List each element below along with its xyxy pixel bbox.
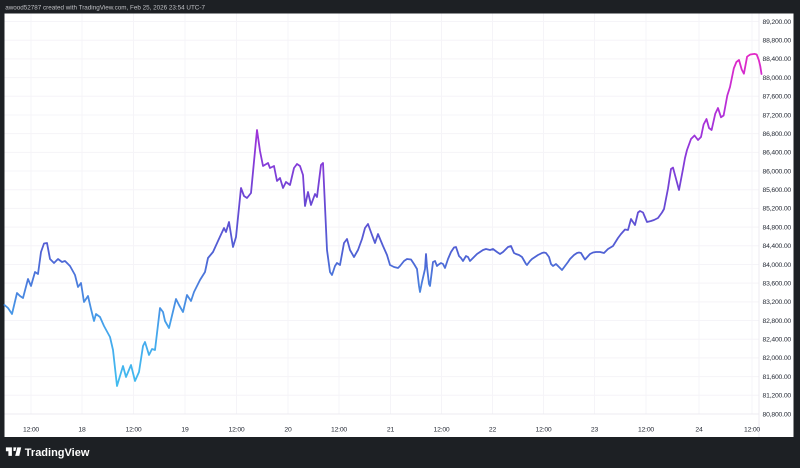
svg-text:81,200.00: 81,200.00 [763, 393, 792, 400]
svg-text:24: 24 [695, 427, 703, 434]
svg-text:86,800.00: 86,800.00 [763, 131, 792, 138]
svg-text:12:00: 12:00 [744, 427, 760, 434]
svg-text:87,200.00: 87,200.00 [763, 112, 792, 119]
svg-text:82,000.00: 82,000.00 [763, 355, 792, 362]
svg-text:23: 23 [591, 427, 599, 434]
svg-text:89,200.00: 89,200.00 [763, 19, 792, 26]
svg-text:21: 21 [387, 427, 395, 434]
svg-text:81,600.00: 81,600.00 [763, 374, 792, 381]
svg-text:12:00: 12:00 [331, 427, 347, 434]
svg-text:82,400.00: 82,400.00 [763, 337, 792, 344]
svg-text:18: 18 [78, 427, 86, 434]
svg-text:88,800.00: 88,800.00 [763, 37, 792, 44]
svg-text:TradingView: TradingView [25, 447, 90, 459]
svg-text:83,600.00: 83,600.00 [763, 280, 792, 287]
svg-text:12:00: 12:00 [433, 427, 449, 434]
svg-text:84,400.00: 84,400.00 [763, 243, 792, 250]
svg-text:12:00: 12:00 [638, 427, 654, 434]
svg-text:86,000.00: 86,000.00 [763, 168, 792, 175]
svg-text:22: 22 [489, 427, 497, 434]
svg-text:88,000.00: 88,000.00 [763, 75, 792, 82]
svg-text:awood52787 created with Tradin: awood52787 created with TradingView.com,… [5, 5, 205, 12]
svg-text:88,400.00: 88,400.00 [763, 56, 792, 63]
svg-text:86,400.00: 86,400.00 [763, 150, 792, 157]
svg-text:19: 19 [181, 427, 189, 434]
svg-text:84,800.00: 84,800.00 [763, 224, 792, 231]
svg-text:80,800.00: 80,800.00 [763, 411, 792, 418]
svg-text:12:00: 12:00 [23, 427, 39, 434]
svg-text:85,600.00: 85,600.00 [763, 187, 792, 194]
svg-text:84,000.00: 84,000.00 [763, 262, 792, 269]
svg-text:12:00: 12:00 [228, 427, 244, 434]
svg-text:12:00: 12:00 [125, 427, 141, 434]
svg-text:20: 20 [284, 427, 292, 434]
svg-text:83,200.00: 83,200.00 [763, 299, 792, 306]
svg-text:85,200.00: 85,200.00 [763, 206, 792, 213]
svg-text:82,800.00: 82,800.00 [763, 318, 792, 325]
svg-text:12:00: 12:00 [535, 427, 551, 434]
svg-text:87,600.00: 87,600.00 [763, 94, 792, 101]
